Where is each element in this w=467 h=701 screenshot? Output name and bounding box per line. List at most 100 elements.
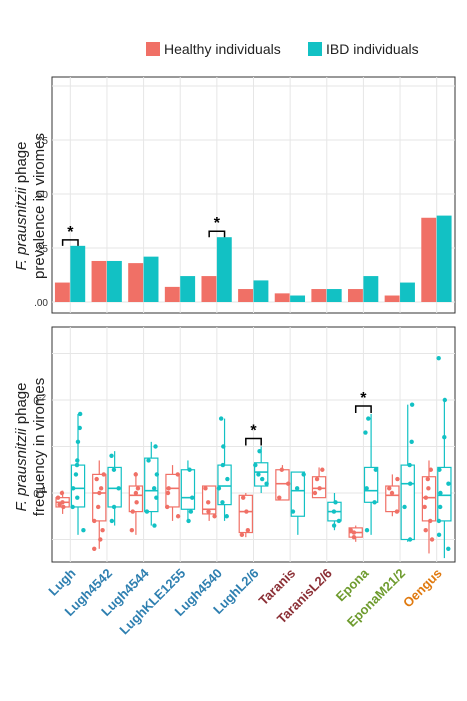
- data-point: [189, 495, 195, 500]
- box-body: [400, 464, 415, 541]
- box-ibd: [327, 493, 342, 531]
- data-point: [294, 486, 300, 491]
- data-point: [154, 495, 159, 500]
- top-ylabel-line2: prevalence in viromes: [31, 133, 48, 279]
- data-point: [57, 502, 62, 507]
- box-healthy: [348, 525, 363, 542]
- data-point: [366, 416, 371, 421]
- box-healthy: [92, 460, 107, 551]
- data-point: [109, 453, 114, 458]
- data-point: [130, 509, 135, 514]
- data-point: [164, 504, 170, 510]
- data-point: [74, 462, 80, 468]
- data-point: [290, 509, 296, 514]
- bar-ibd: [326, 289, 342, 302]
- data-point: [428, 467, 434, 472]
- data-point: [186, 518, 191, 524]
- data-point: [407, 537, 413, 542]
- data-point: [428, 518, 433, 524]
- legend-swatch-healthy: [146, 42, 160, 56]
- data-point: [92, 546, 97, 551]
- bar-healthy: [348, 289, 363, 302]
- data-point: [220, 500, 225, 505]
- frequency-box-panel: 0-2 0-4 * *: [33, 326, 456, 563]
- data-point: [165, 490, 171, 496]
- top-ylabel-italic: F. prausnitzii: [13, 187, 30, 271]
- data-point: [422, 504, 427, 510]
- box-ibd: [400, 402, 415, 542]
- data-point: [442, 435, 447, 440]
- significance-star: *: [250, 423, 257, 440]
- bar-healthy: [274, 293, 290, 302]
- data-point: [256, 472, 261, 477]
- data-point: [333, 500, 338, 505]
- box-healthy: [55, 490, 70, 514]
- data-point: [116, 486, 121, 491]
- data-point: [264, 481, 269, 486]
- bar-ibd: [290, 295, 306, 302]
- data-point: [348, 528, 353, 533]
- bar-ibd: [253, 280, 269, 302]
- box-body: [238, 494, 254, 534]
- data-point: [218, 416, 224, 421]
- data-point: [260, 476, 265, 482]
- data-point: [429, 537, 435, 542]
- legend: Healthy individuals IBD individuals: [146, 41, 419, 57]
- box-healthy: [201, 485, 217, 521]
- data-point: [239, 532, 245, 538]
- data-point: [395, 476, 400, 482]
- data-point: [423, 528, 428, 533]
- data-point: [423, 495, 429, 500]
- data-point: [212, 514, 217, 519]
- data-point: [244, 509, 249, 514]
- box-ibd: [216, 416, 232, 521]
- data-point: [438, 490, 443, 496]
- significance-star: *: [214, 215, 221, 232]
- data-point: [394, 509, 400, 514]
- bar-healthy: [311, 289, 327, 302]
- prevalence-bar-panel: .00 .25 .50 .75 * *: [34, 76, 456, 314]
- top-ylabel-line1: F. prausnitzii phage: [13, 142, 30, 271]
- box-body: [70, 464, 86, 508]
- x-axis-labels: LughLugh4542Lugh4544LughKLE1255Lugh4540L…: [45, 565, 444, 637]
- box-body: [217, 464, 232, 506]
- bottom-ylabel-line1: F. prausnitzii phage: [13, 383, 30, 512]
- data-point: [221, 444, 226, 449]
- x-tick-label: Lugh: [45, 565, 78, 598]
- bar-ibd: [436, 215, 452, 302]
- data-point: [387, 486, 392, 491]
- data-point: [253, 462, 258, 468]
- top-ytick-label: .50: [34, 190, 48, 201]
- data-point: [425, 476, 431, 482]
- data-point: [96, 504, 101, 510]
- data-point: [134, 500, 139, 505]
- data-point: [437, 467, 442, 472]
- top-ytick-label: .25: [34, 244, 48, 255]
- box-ibd: [253, 446, 269, 493]
- bar-ibd: [143, 256, 159, 302]
- data-point: [70, 504, 75, 510]
- box-healthy: [385, 474, 400, 517]
- bar-ibd: [180, 276, 196, 302]
- data-point: [437, 504, 443, 510]
- data-point: [151, 486, 157, 491]
- data-point: [331, 509, 337, 514]
- data-point: [446, 546, 451, 551]
- box-ibd: [70, 411, 86, 535]
- data-point: [187, 467, 192, 472]
- data-point: [257, 448, 262, 454]
- bar-ibd: [363, 276, 379, 302]
- bottom-ytick-label: 0-4: [33, 486, 46, 500]
- box-body: [201, 485, 217, 515]
- data-point: [426, 486, 431, 491]
- x-tick-label: Oengus: [400, 566, 445, 611]
- box-healthy: [421, 460, 437, 554]
- box-body: [165, 473, 180, 508]
- data-point: [55, 495, 61, 500]
- data-point: [75, 495, 80, 500]
- significance-bracket: [61, 239, 79, 246]
- data-point: [331, 523, 337, 528]
- box-body: [290, 471, 306, 517]
- data-point: [409, 402, 415, 407]
- bottom-ylabel-line2: frequency in viromes: [31, 378, 48, 516]
